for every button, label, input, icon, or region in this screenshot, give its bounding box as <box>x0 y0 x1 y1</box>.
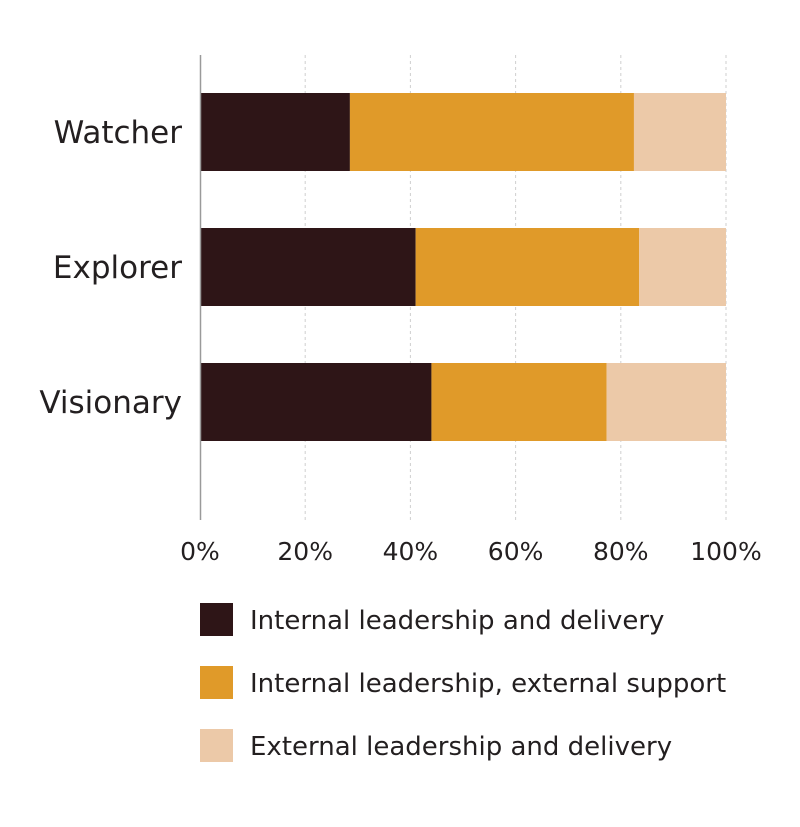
bar-segment <box>639 228 726 306</box>
x-tick-label: 60% <box>488 537 544 566</box>
category-label: Explorer <box>53 250 182 286</box>
x-tick-labels: 0% 20% 40% 60% 80% 100% <box>180 537 762 566</box>
bar-segment <box>349 93 634 171</box>
legend-label: Internal leadership, external support <box>250 669 726 699</box>
x-tick-label: 40% <box>383 537 439 566</box>
legend-label: External leadership and delivery <box>250 732 672 762</box>
category-label: Watcher <box>54 115 183 151</box>
bar-segment <box>200 228 416 306</box>
bar-segment <box>431 363 607 441</box>
bars <box>200 93 726 441</box>
bar-segment <box>606 363 726 441</box>
legend-swatch <box>200 729 233 762</box>
bar-segment <box>200 93 350 171</box>
x-tick-label: 80% <box>593 537 649 566</box>
category-label: Visionary <box>39 385 182 421</box>
x-tick-label: 20% <box>277 537 333 566</box>
legend-label: Internal leadership and delivery <box>250 606 664 636</box>
x-tick-label: 100% <box>690 537 761 566</box>
bar-segment <box>415 228 640 306</box>
legend-swatch <box>200 666 233 699</box>
legend: Internal leadership and delivery Internal… <box>200 603 726 762</box>
category-labels: Watcher Explorer Visionary <box>39 115 182 421</box>
bar-segment <box>633 93 726 171</box>
legend-swatch <box>200 603 233 636</box>
x-tick-label: 0% <box>180 537 220 566</box>
bar-segment <box>200 363 432 441</box>
